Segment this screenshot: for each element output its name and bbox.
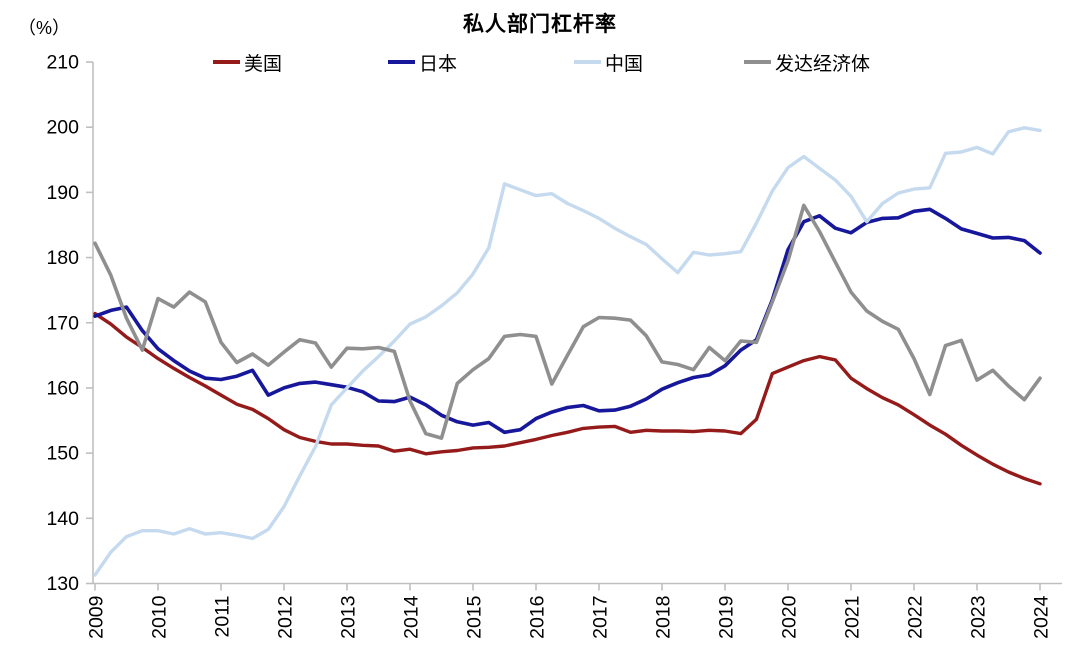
y-tick-label: 170 [46, 312, 79, 334]
y-tick-label: 160 [46, 377, 79, 399]
y-tick-label: 140 [46, 508, 79, 530]
line-us [93, 311, 1042, 486]
x-tick-label: 2010 [149, 595, 171, 639]
x-tick-label: 2019 [716, 596, 738, 639]
y-tick-label: 200 [46, 117, 79, 139]
line-china [93, 126, 1042, 577]
x-tick-label: 2011 [212, 596, 234, 638]
y-tick-label: 130 [46, 573, 79, 595]
x-tick-label: 2021 [842, 596, 864, 639]
x-tick-label: 2023 [968, 596, 990, 639]
x-tick-label: 2018 [653, 596, 675, 639]
legend-line-us-icon [213, 60, 240, 64]
x-tick-label: 2012 [275, 596, 297, 639]
legend-label-us: 美国 [244, 53, 283, 75]
legend-item-china: 中国 [574, 51, 644, 75]
legend-label-advanced: 发达经济体 [775, 53, 871, 75]
legend-line-china-icon [574, 60, 601, 64]
legend-item-advanced: 发达经济体 [744, 51, 871, 75]
x-tick-label: 2013 [338, 596, 360, 639]
x-tick-label: 2014 [401, 595, 423, 639]
y-axis-unit-label: （%） [18, 18, 71, 38]
line-advanced [93, 203, 1042, 440]
y-tick-label: 150 [46, 443, 79, 465]
x-tick-label: 2016 [527, 596, 549, 639]
legend-line-japan-icon [388, 60, 415, 64]
legend-label-china: 中国 [605, 53, 644, 75]
legend-item-us: 美国 [213, 51, 283, 75]
chart-title: 私人部门杠杆率 [463, 13, 617, 36]
y-tick-label: 210 [46, 52, 79, 74]
x-tick-label: 2017 [590, 596, 612, 639]
x-tick-label: 2015 [464, 595, 486, 639]
x-tick-label: 2022 [905, 596, 927, 639]
legend-label-japan: 日本 [419, 53, 458, 75]
legend-item-japan: 日本 [388, 51, 458, 75]
x-tick-label: 2009 [86, 596, 108, 639]
x-tick-label: 2024 [1031, 595, 1053, 639]
line-japan [93, 207, 1042, 435]
y-tick-label: 180 [46, 247, 79, 269]
legend-line-advanced-icon [744, 60, 771, 64]
x-tick-label: 2020 [779, 595, 801, 639]
y-tick-label: 190 [46, 182, 79, 204]
